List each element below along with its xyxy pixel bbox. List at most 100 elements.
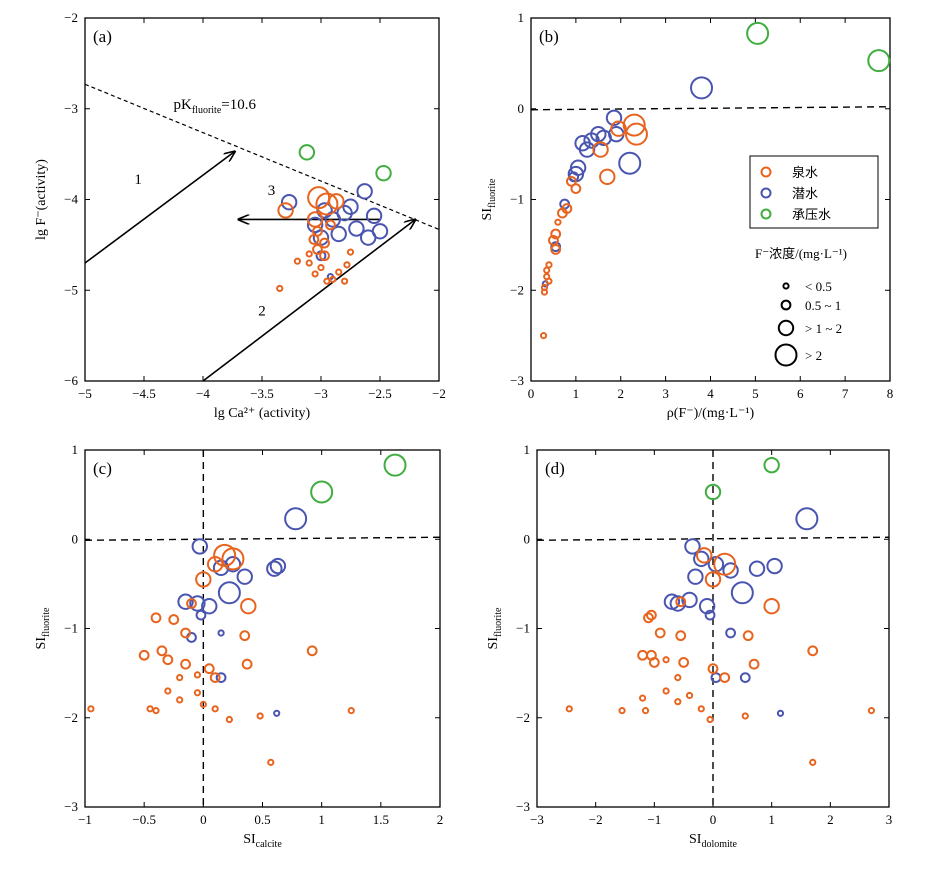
legend-marker-spring: [760, 166, 772, 178]
data-point-phreatic: [698, 597, 716, 615]
data-point-spring: [315, 192, 339, 216]
trend-label-3: 3: [268, 183, 276, 199]
y-tick-label: −3: [510, 373, 524, 388]
data-point-phreatic: [348, 220, 365, 237]
legend-size-label: > 1 ~ 2: [805, 321, 842, 336]
data-point-spring: [719, 672, 731, 683]
data-point-confined: [867, 49, 891, 73]
data-point-phreatic: [690, 76, 714, 100]
data-point-spring: [328, 193, 345, 210]
data-point-phreatic: [224, 556, 242, 573]
data-point-spring: [319, 237, 330, 249]
data-point-spring: [325, 219, 336, 231]
data-point-phreatic: [273, 709, 281, 717]
x-tick-label: 0: [710, 812, 717, 827]
x-tick-label: 0: [528, 386, 535, 401]
data-point-spring: [221, 547, 245, 571]
data-point-phreatic: [722, 562, 739, 579]
data-point-phreatic: [371, 223, 389, 240]
y-tick-label: −1: [516, 621, 530, 636]
zero-line-horizontal: [530, 106, 891, 111]
data-point-phreatic: [217, 629, 225, 637]
legend-label-confined: 承压水: [792, 208, 831, 223]
data-point-spring: [675, 596, 687, 608]
data-point-phreatic: [710, 672, 722, 683]
data-point-spring: [241, 658, 253, 670]
y-tick-label: −3: [516, 799, 530, 814]
panel-d: −3 −2 −1 0 1 2 3 −3 −2 −1 0 1 SIdolomite SIfluorite (d…: [486, 442, 892, 850]
data-point-spring: [311, 270, 319, 278]
data-point-spring: [641, 707, 650, 715]
data-point-phreatic: [266, 560, 283, 577]
data-point-spring: [180, 627, 191, 639]
data-point-phreatic: [605, 109, 623, 127]
y-tick-label: −2: [64, 10, 78, 25]
data-point-spring: [763, 597, 780, 615]
data-point-spring: [164, 687, 172, 695]
x-tick-label: 1: [768, 812, 775, 827]
data-point-spring: [540, 288, 549, 296]
data-point-spring: [643, 612, 654, 624]
data-point-spring: [211, 705, 219, 713]
equilibrium-annotation: pKfluorite=10.6: [174, 97, 257, 116]
data-point-confined: [383, 453, 407, 477]
x-axis-label: SIdolomite: [689, 832, 738, 850]
data-point-spring: [674, 673, 682, 682]
data-point-confined: [746, 21, 770, 45]
y-tick-label: 0: [524, 531, 531, 546]
legend-marker-confined: [760, 208, 772, 220]
y-tick-label: 0: [72, 531, 79, 546]
data-point-spring: [193, 671, 202, 679]
data-point-spring: [277, 202, 294, 219]
data-point-spring: [550, 244, 562, 255]
x-tick-label: 0: [200, 812, 207, 827]
data-point-spring: [186, 598, 197, 609]
legend-size-title: F⁻浓度/(mg·L⁻¹): [755, 246, 847, 261]
data-point-phreatic: [365, 207, 383, 225]
x-axis-label: ρ(F⁻)/(mg·L⁻¹): [667, 406, 755, 421]
x-tick-label: 7: [842, 386, 849, 401]
data-point-spring: [152, 707, 160, 715]
equilibrium-line: [84, 83, 440, 231]
data-point-spring: [592, 141, 609, 158]
y-tick-label: −3: [64, 799, 78, 814]
data-point-spring: [654, 627, 666, 639]
x-tick-label: 0.5: [254, 812, 270, 827]
data-point-phreatic: [739, 672, 751, 683]
data-point-spring: [162, 654, 174, 666]
data-point-phreatic: [191, 538, 208, 555]
data-point-spring: [306, 645, 318, 657]
data-point-phreatic: [177, 593, 194, 610]
panel-a: −5 −4.5 −4 −3.5 −3 −2.5 −2−6−5−4−3−2lg Ca²⁺ (a…: [34, 10, 446, 421]
data-point-spring: [138, 649, 150, 661]
data-point-spring: [293, 257, 301, 265]
data-point-confined: [375, 164, 392, 182]
panel-b: 0 1 2 3 4 5 6 7 8 −3 −2 −1 0 1 ρ(F⁻)/(mg·L⁻¹) SIfluorit…: [480, 10, 893, 421]
data-point-spring: [662, 656, 670, 664]
x-tick-label: 2: [437, 812, 444, 827]
y-tick-label: −3: [64, 101, 78, 116]
data-point-spring: [704, 571, 722, 588]
y-tick-label: −2: [510, 282, 524, 297]
data-point-spring: [809, 758, 817, 766]
y-tick-label: −6: [64, 373, 78, 388]
x-tick-label: −3: [530, 812, 544, 827]
trend-arrow-1: [84, 151, 235, 264]
trend-label-1: 1: [134, 172, 142, 188]
data-point-spring: [662, 687, 670, 695]
legend-label-phreatic: 潜水: [792, 187, 818, 202]
data-point-phreatic: [217, 581, 241, 605]
data-point-spring: [193, 689, 202, 697]
data-point-spring: [706, 715, 714, 724]
x-tick-label: 8: [887, 386, 894, 401]
data-point-spring: [276, 284, 284, 293]
zero-line-horizontal: [536, 536, 890, 541]
x-tick-label: 4: [707, 386, 714, 401]
data-point-spring: [176, 673, 184, 682]
plot-frame: [84, 449, 441, 808]
x-tick-label: −1: [78, 812, 92, 827]
data-point-confined: [704, 483, 722, 501]
x-tick-label: 6: [797, 386, 804, 401]
data-point-phreatic: [280, 194, 298, 211]
data-point-phreatic: [618, 151, 642, 175]
